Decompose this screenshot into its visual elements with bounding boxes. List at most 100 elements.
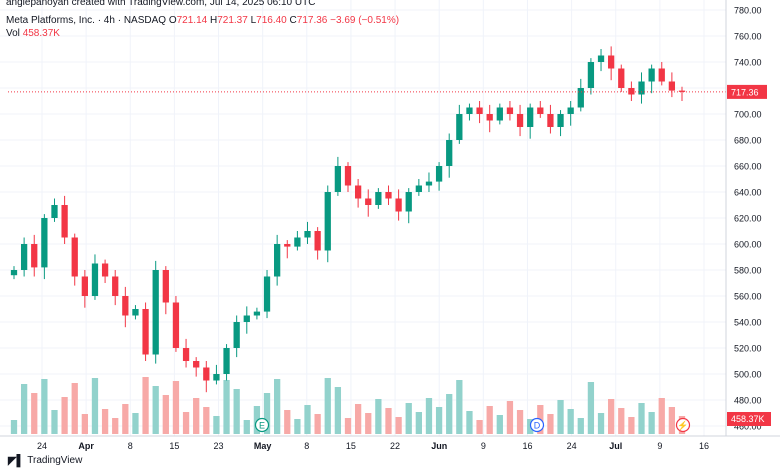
marker-circle bbox=[254, 417, 270, 433]
volume-bar bbox=[304, 405, 311, 434]
candle-body bbox=[81, 276, 88, 296]
candle-body bbox=[486, 114, 493, 121]
volume-bar bbox=[41, 379, 48, 434]
time-tick-label: 8 bbox=[128, 441, 133, 451]
volume-bar bbox=[668, 407, 676, 434]
candle-body bbox=[31, 244, 38, 268]
candle-body bbox=[456, 114, 463, 140]
brand-text: TradingView bbox=[27, 455, 83, 466]
candle-body bbox=[446, 140, 453, 166]
volume-bar bbox=[587, 382, 595, 434]
candle-body bbox=[567, 107, 574, 114]
time-tick-label: Jun bbox=[431, 441, 447, 451]
tradingview-branding[interactable]: ◤▌ TradingView bbox=[8, 454, 82, 467]
time-tick-label: Apr bbox=[78, 441, 94, 451]
volume-bar bbox=[253, 406, 261, 434]
volume-bar bbox=[547, 414, 554, 434]
candle-body bbox=[415, 185, 422, 192]
volume-bar bbox=[193, 398, 200, 434]
volume-bar bbox=[425, 398, 433, 434]
candle-body bbox=[334, 166, 342, 192]
marker-circle bbox=[529, 417, 545, 433]
time-tick-label: 9 bbox=[481, 441, 486, 451]
candle-body bbox=[638, 81, 645, 95]
volume-bar bbox=[628, 417, 635, 434]
volume-legend: Vol 458.37K bbox=[6, 28, 60, 39]
price-tick-label: 700.00 bbox=[734, 110, 762, 120]
close-value: 717.36 bbox=[296, 15, 328, 26]
candle-body bbox=[557, 114, 564, 127]
price-tick-label: 500.00 bbox=[734, 370, 762, 380]
candle-body bbox=[435, 166, 443, 182]
volume-bar bbox=[648, 412, 655, 434]
volume-bar bbox=[334, 387, 342, 434]
price-tick-label: 480.00 bbox=[734, 396, 762, 406]
price-tick-label: 640.00 bbox=[734, 188, 762, 198]
candle-body bbox=[91, 263, 99, 296]
candle-body bbox=[233, 322, 240, 348]
dividend-marker-icon[interactable]: D bbox=[529, 417, 545, 433]
tradingview-logo-icon: ◤▌ bbox=[8, 455, 25, 467]
volume-bar bbox=[20, 384, 28, 434]
volume-bar bbox=[415, 412, 422, 434]
candle-body bbox=[658, 68, 665, 82]
time-tick-label: 24 bbox=[567, 441, 577, 451]
volume-bar bbox=[81, 414, 88, 434]
candle-body bbox=[324, 192, 331, 251]
event-markers[interactable]: E D ⚡ bbox=[254, 417, 691, 433]
candle-body bbox=[142, 309, 149, 355]
time-axis[interactable]: 24 Apr 8 15 23 May 8 15 22 Jun 9 16 24 Jul 9 16 bbox=[0, 435, 780, 451]
candle-body bbox=[172, 302, 180, 348]
price-candles bbox=[10, 46, 686, 393]
volume-bar bbox=[263, 393, 271, 434]
credit-line: anglepanoyan created with TradingView.co… bbox=[6, 0, 315, 8]
event-marker-icon[interactable]: ⚡ bbox=[675, 417, 691, 433]
price-tick-label: 560.00 bbox=[734, 292, 762, 302]
volume-bar bbox=[557, 400, 564, 434]
price-tick-label: 740.00 bbox=[734, 58, 762, 68]
candle-body bbox=[253, 311, 261, 316]
volume-bar bbox=[182, 412, 190, 434]
candle-body bbox=[213, 374, 220, 381]
volume-bar bbox=[101, 409, 109, 434]
candle-body bbox=[182, 348, 190, 361]
volume-bar bbox=[446, 394, 453, 434]
open-value: 721.14 bbox=[176, 15, 208, 26]
candle-body bbox=[51, 205, 58, 218]
time-tick-label: 22 bbox=[390, 441, 400, 451]
volume-bar bbox=[365, 413, 372, 434]
volume-bar bbox=[405, 403, 412, 434]
symbol-name[interactable]: Meta Platforms, Inc. · 4h · NASDAQ bbox=[6, 15, 167, 26]
volume-bar bbox=[31, 393, 38, 434]
change-value: −3.69 (−0.51%) bbox=[330, 15, 400, 26]
candle-body bbox=[101, 263, 109, 277]
candle-body bbox=[476, 107, 483, 114]
volume-bar bbox=[274, 379, 281, 434]
price-tick-label: 680.00 bbox=[734, 136, 762, 146]
price-tick-label: 620.00 bbox=[734, 214, 762, 224]
time-tick-label: 16 bbox=[699, 441, 709, 451]
candle-body bbox=[263, 276, 271, 312]
volume-bar bbox=[172, 381, 180, 434]
volume-bar bbox=[51, 410, 58, 434]
candle-body bbox=[506, 107, 514, 114]
price-tick-label: 580.00 bbox=[734, 266, 762, 276]
volume-bar bbox=[10, 420, 18, 434]
volume-bar bbox=[324, 378, 331, 434]
volume-bar bbox=[294, 419, 301, 434]
candle-body bbox=[365, 198, 372, 205]
volume-bars bbox=[10, 377, 686, 434]
candle-body bbox=[577, 88, 584, 108]
candle-body bbox=[597, 55, 605, 62]
candle-body bbox=[112, 276, 119, 296]
earnings-marker-icon[interactable]: E bbox=[254, 417, 270, 433]
last-price-label: 717.36 bbox=[731, 87, 759, 97]
volume-bar bbox=[354, 404, 362, 434]
candle-body bbox=[496, 107, 503, 121]
volume-bar bbox=[162, 395, 169, 434]
volume-bar bbox=[435, 407, 443, 434]
candle-body bbox=[516, 114, 524, 127]
volume-bar bbox=[213, 416, 220, 434]
price-axis[interactable]: 780.00760.00740.00720.00700.00680.00660.… bbox=[725, 0, 771, 436]
